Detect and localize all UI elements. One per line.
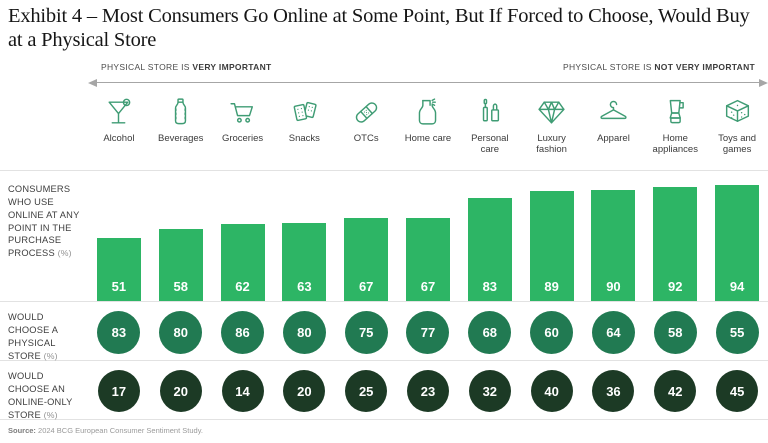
online-circle-toys-and-games: 45 <box>716 370 759 413</box>
blender-icon <box>669 100 684 124</box>
category-label: Home care <box>404 133 452 145</box>
bar-apparel: 90 <box>591 189 636 302</box>
bar-value: 94 <box>729 279 745 295</box>
online-circle-luxury-fashion: 40 <box>530 370 573 413</box>
category-header-row: Alcohol Beverages Groceries Snacks OTCs … <box>0 96 768 170</box>
bar-groceries: 62 <box>220 224 265 302</box>
physical-circle-groceries: 86 <box>221 310 265 354</box>
diamond-icon <box>538 101 565 124</box>
category-label: Personal care <box>471 133 509 156</box>
online-circle-apparel: 36 <box>592 370 635 413</box>
category-personal-care: Personal care <box>459 96 521 170</box>
online-only-store-row: WOULD CHOOSE AN ONLINE-ONLY STORE (%) 17… <box>0 361 768 420</box>
double-arrow-icon <box>88 78 768 87</box>
bar-value: 58 <box>173 279 188 295</box>
bar-value: 67 <box>420 279 436 295</box>
source-note: Source: 2024 BCG European Consumer Senti… <box>8 426 203 436</box>
category-toys-and-games: Toys and games <box>706 96 768 170</box>
bar-personal-care: 83 <box>467 198 512 302</box>
category-label: Luxury fashion <box>536 133 567 156</box>
category-label: Apparel <box>597 133 630 145</box>
online-circle-alcohol: 17 <box>97 370 140 413</box>
bar-toys-and-games: 94 <box>715 184 760 302</box>
bar-value: 63 <box>297 279 312 295</box>
category-label: Toys and games <box>718 133 757 156</box>
online-only-row-label: WOULD CHOOSE AN ONLINE-ONLY STORE (%) <box>8 371 73 420</box>
physical-circle-otcs: 75 <box>344 310 388 354</box>
dice-icon <box>725 100 749 123</box>
category-snacks: Snacks <box>273 96 335 170</box>
category-label: Snacks <box>288 133 320 145</box>
category-label: Alcohol <box>103 133 135 145</box>
online-use-row-label: CONSUMERS WHO USE ONLINE AT ANY POINT IN… <box>8 184 80 259</box>
category-groceries: Groceries <box>212 96 274 170</box>
bar-luxury-fashion: 89 <box>529 190 574 302</box>
physical-circle-snacks: 80 <box>282 310 326 354</box>
category-home-appliances: Home appliances <box>644 96 706 170</box>
divider <box>0 419 768 421</box>
bar-alcohol: 51 <box>96 237 141 302</box>
physical-circle-toys-and-games: 55 <box>715 310 759 354</box>
online-circle-snacks: 20 <box>283 370 326 413</box>
axis-label-right: PHYSICAL STORE IS NOT VERY IMPORTANT <box>562 62 755 73</box>
bar-home-care: 67 <box>405 218 450 302</box>
bar-value: 89 <box>544 279 559 295</box>
category-label: Groceries <box>221 133 264 145</box>
category-otcs: OTCs <box>335 96 397 170</box>
divider <box>0 360 768 362</box>
physical-circle-beverages: 80 <box>159 310 203 354</box>
category-luxury-fashion: Luxury fashion <box>521 96 583 170</box>
importance-axis: PHYSICAL STORE IS VERY IMPORTANT PHYSICA… <box>0 52 768 87</box>
online-circle-groceries: 14 <box>221 370 264 413</box>
bar-home-appliances: 92 <box>653 187 698 302</box>
physical-circle-alcohol: 83 <box>97 310 141 354</box>
online-use-bar-row: CONSUMERS WHO USE ONLINE AT ANY POINT IN… <box>0 171 768 302</box>
physical-circle-luxury-fashion: 60 <box>530 310 574 354</box>
bar-beverages: 58 <box>158 229 203 302</box>
bar-value: 67 <box>358 279 374 295</box>
online-circle-beverages: 20 <box>159 370 202 413</box>
category-label: Home appliances <box>652 133 698 156</box>
bar-value: 51 <box>111 279 127 295</box>
spray-bottle-icon <box>419 98 437 125</box>
physical-circle-personal-care: 68 <box>468 310 512 354</box>
category-home-care: Home care <box>397 96 459 170</box>
online-circle-otcs: 25 <box>345 370 388 413</box>
divider <box>0 301 768 303</box>
axis-label-left: PHYSICAL STORE IS VERY IMPORTANT <box>101 62 272 73</box>
water-bottle-icon <box>175 98 187 125</box>
bandage-icon <box>355 102 377 123</box>
online-circle-personal-care: 32 <box>468 370 511 413</box>
bar-value: 90 <box>606 279 621 295</box>
physical-circle-apparel: 64 <box>591 310 635 354</box>
category-apparel: Apparel <box>583 96 645 170</box>
physical-circle-home-care: 77 <box>406 310 450 354</box>
divider <box>0 170 768 172</box>
martini-glass-icon <box>108 98 131 124</box>
hanger-icon <box>600 100 627 120</box>
online-circle-home-appliances: 42 <box>654 370 697 413</box>
physical-circle-home-appliances: 58 <box>653 310 697 354</box>
page-title: Exhibit 4 – Most Consumers Go Online at … <box>8 5 750 51</box>
category-alcohol: Alcohol <box>88 96 150 170</box>
category-label: Beverages <box>158 133 204 145</box>
bar-value: 92 <box>668 279 683 295</box>
category-beverages: Beverages <box>150 96 212 170</box>
crackers-icon <box>293 102 317 122</box>
category-label: OTCs <box>353 133 379 145</box>
physical-store-row-label: WOULD CHOOSE A PHYSICAL STORE (%) <box>8 312 58 361</box>
bar-otcs: 67 <box>344 218 389 302</box>
cosmetics-icon <box>483 98 500 122</box>
bar-value: 83 <box>482 279 498 295</box>
bar-value: 62 <box>235 279 250 295</box>
online-circle-home-care: 23 <box>406 370 449 413</box>
physical-store-row: WOULD CHOOSE A PHYSICAL STORE (%) 83 80 … <box>0 302 768 361</box>
bar-snacks: 63 <box>282 223 327 302</box>
shopping-cart-icon <box>230 103 254 123</box>
